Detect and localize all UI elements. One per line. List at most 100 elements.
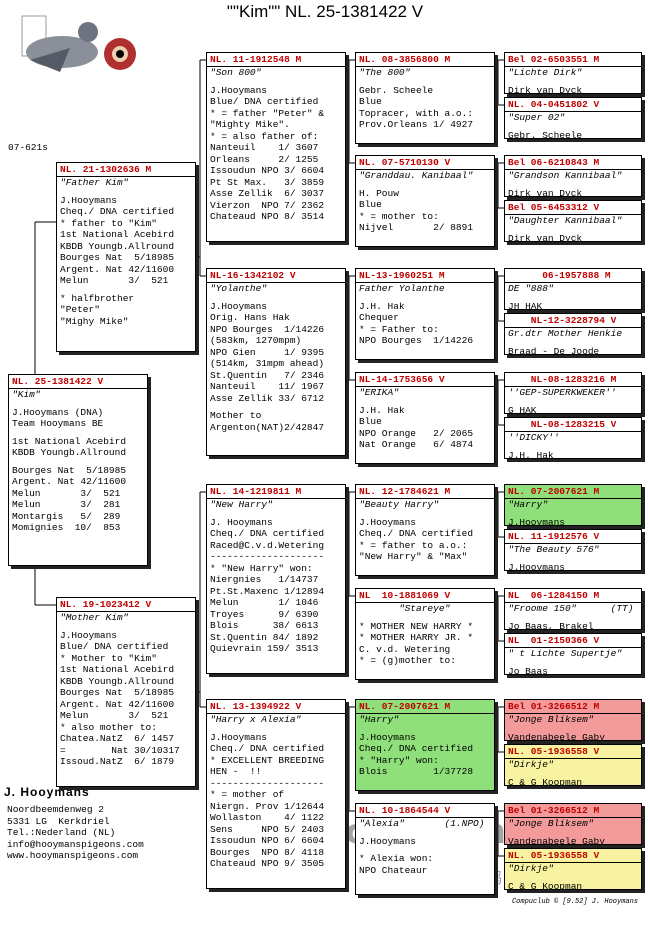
- info-line: Dirk van Dyck: [508, 232, 583, 242]
- pigeon-name: "Lichte Dirk": [508, 67, 583, 78]
- pedigree-card: 06-1957888 M DE "888" JH HAK: [504, 268, 642, 310]
- info-line: Raced@C.v.d.Wetering: [210, 539, 325, 551]
- pedigree-card: NL. 07-5710130 V "Granddau. Kanibaal" H. P…: [355, 155, 495, 247]
- info-line: KBDB Youngb.Allround: [12, 447, 127, 458]
- info-paragraph: C & G Koopman: [505, 881, 641, 890]
- info-line: J.Hooymans: [359, 731, 417, 743]
- ring-number: Bel 06-6210843 M: [505, 156, 641, 170]
- pigeon-name: " t Lichte Supertje": [508, 648, 623, 659]
- info-line: Bourges NPO 8/ 4118: [210, 846, 325, 858]
- info-line: Chatea.NatZ 6/ 1457: [60, 733, 175, 744]
- info-line: Niergn. Prov 1/12644: [210, 800, 325, 812]
- info-line: * = mother of: [210, 789, 285, 800]
- info-paragraph: Jo Baas: [505, 666, 641, 675]
- info-line: HEN - !!: [210, 766, 262, 777]
- info-line: Melun 3/ 281: [12, 499, 121, 510]
- info-line: * Alexia won:: [359, 853, 434, 864]
- info-paragraph: G HAK: [505, 404, 641, 414]
- pedigree-card: NL. 21-1302636 M "Father Kim" J.Hooymans Ch…: [56, 162, 196, 352]
- ring-number: Bel 01-3266512 M: [505, 804, 641, 818]
- info-line: * Mother to "Kim": [60, 652, 157, 664]
- info-line: J.H. Hak: [359, 404, 405, 416]
- info-line: * MOTHER NEW HARRY *: [359, 620, 474, 632]
- info-line: Pt.St.Maxenc 1/12894: [210, 585, 325, 597]
- pigeon-name: "Beauty Harry": [359, 499, 439, 510]
- ring-number: NL. 11-1912576 V: [505, 530, 641, 544]
- info-paragraph: J.H. Hak: [505, 450, 641, 459]
- info-paragraph: Dirk van Dyck: [505, 84, 641, 94]
- contact-line: info@hooymanspigeons.com: [7, 838, 144, 850]
- ring-number: NL. 05-1936558 V: [505, 745, 641, 759]
- pigeon-name: "Mother Kim": [60, 612, 129, 623]
- ring-number: NL-14-1753656 V: [356, 373, 494, 387]
- info-line: (514km, 31mpm ahead): [210, 358, 325, 369]
- pigeon-name: "Father Kim": [60, 177, 129, 188]
- info-paragraph: Braad - De Joode: [505, 345, 641, 355]
- pedigree-card: NL 10-1881069 V "Stareye" * MOTHER NEW HA…: [355, 588, 495, 680]
- pigeon-name: "Grandson Kannibaal": [508, 170, 623, 181]
- info-line: Bourges Nat 5/18985: [12, 464, 127, 476]
- ring-number: NL. 07-5710130 V: [356, 156, 494, 170]
- pedigree-card: NL. 14-1219811 M "New Harry" J. Hooymans Ch…: [206, 484, 346, 674]
- ring-number: Bel 01-3266512 M: [505, 700, 641, 714]
- pedigree-card: NL. 05-1936558 V "Dirkje" C & G Koopman: [504, 848, 642, 890]
- ring-number: NL-08-1283216 M: [505, 373, 641, 387]
- info-line: KBDB Youngb.Allround: [60, 675, 175, 687]
- info-line: G HAK: [508, 404, 537, 414]
- info-line: Vandenabeele Gaby: [508, 731, 605, 741]
- info-line: Cheq./ DNA certified: [210, 743, 325, 754]
- ring-number: NL. 08-3856800 M: [356, 53, 494, 67]
- pigeon-name: "Harry x Alexia": [210, 714, 302, 725]
- pedigree-card: NL. 04-0451802 V "Super 02" Gebr. Scheele: [504, 97, 642, 139]
- info-line: Dirk van Dyck: [508, 187, 583, 197]
- info-line: C. v.d. Wetering: [359, 643, 451, 655]
- info-line: J.Hooymans: [60, 629, 118, 641]
- info-line: Cheq./ DNA certified: [60, 206, 175, 217]
- info-paragraph: Vandenabeele Gaby: [505, 835, 641, 845]
- info-line: Dirk van Dyck: [508, 84, 583, 94]
- info-line: Topracer, with a.o.:: [359, 107, 474, 119]
- info-line: Troyes 9/ 6390: [210, 608, 319, 620]
- info-line: Braad - De Joode: [508, 345, 600, 355]
- info-line: H. Pouw: [359, 187, 399, 199]
- info-paragraph: J.Hooymans Cheq./ DNA certified * "Harry" …: [356, 732, 494, 778]
- info-line: --------------------: [210, 777, 325, 789]
- ring-number: NL. 04-0451802 V: [505, 98, 641, 112]
- pedigree-card: Bel 06-6210843 M "Grandson Kannibaal" Dirk…: [504, 155, 642, 197]
- side-label: 07-621s: [8, 142, 48, 153]
- info-line: Orleans 2/ 1255: [210, 153, 319, 165]
- info-line: Argent. Nat 42/11600: [60, 263, 175, 275]
- info-line: Cheq./ DNA certified: [359, 743, 474, 754]
- info-line: "Mighy Mike": [60, 315, 129, 327]
- info-line: NPO Gien 1/ 9395: [210, 346, 325, 358]
- info-paragraph: J.Hooymans: [356, 836, 494, 848]
- pedigree-card: NL. 07-2007621 M "Harry" J.Hooymans Cheq./ …: [355, 699, 495, 791]
- info-paragraph: J.Hooymans Cheq./ DNA certified * = father…: [356, 517, 494, 563]
- info-paragraph: * halfbrother "Peter" "Mighy Mike": [57, 293, 195, 328]
- info-line: J. Hooymans: [210, 516, 273, 528]
- info-line: Sens NPO 5/ 2403: [210, 823, 325, 835]
- pigeon-name: "Stareye": [359, 603, 451, 614]
- pedigree-card: NL-16-1342102 V "Yolanthe" J.Hooymans Orig.…: [206, 268, 346, 456]
- pigeon-name: "Jonge Bliksem": [508, 714, 594, 725]
- info-line: Melun 1/ 1046: [210, 597, 319, 608]
- info-line: * EXCELLENT BREEDING: [210, 754, 325, 766]
- info-line: J.Hooymans: [210, 300, 268, 312]
- pigeon-name: "The 800": [359, 67, 411, 78]
- ring-number: NL. 07-2007621 M: [356, 700, 494, 714]
- info-line: * = (g)mother to:: [359, 655, 456, 666]
- info-line: Jo Baas, Brakel: [508, 620, 594, 630]
- info-line: St.Quentin 7/ 2346: [210, 369, 325, 381]
- info-paragraph: J.Hooymans Orig. Hans Hak NPO Bourges 1/14…: [207, 301, 345, 405]
- ring-number: NL. 12-1784621 M: [356, 485, 494, 499]
- info-line: * = also father of:: [210, 130, 319, 142]
- ring-number: NL-13-1960251 M: [356, 269, 494, 283]
- info-line: --------------------: [210, 551, 325, 562]
- pigeon-name: "Harry": [508, 499, 548, 510]
- pedigree-card: NL-12-3228794 V Gr.dtr Mother Henkie Braad…: [504, 313, 642, 355]
- info-line: Wollaston 4/ 1122: [210, 812, 325, 823]
- info-line: Nat Orange 6/ 4874: [359, 439, 474, 450]
- pigeon-name: "Froome 150" (TT): [508, 603, 634, 614]
- info-paragraph: * Alexia won: NPO Chateaur: [356, 853, 494, 876]
- info-line: Vandenabeele Gaby: [508, 835, 605, 845]
